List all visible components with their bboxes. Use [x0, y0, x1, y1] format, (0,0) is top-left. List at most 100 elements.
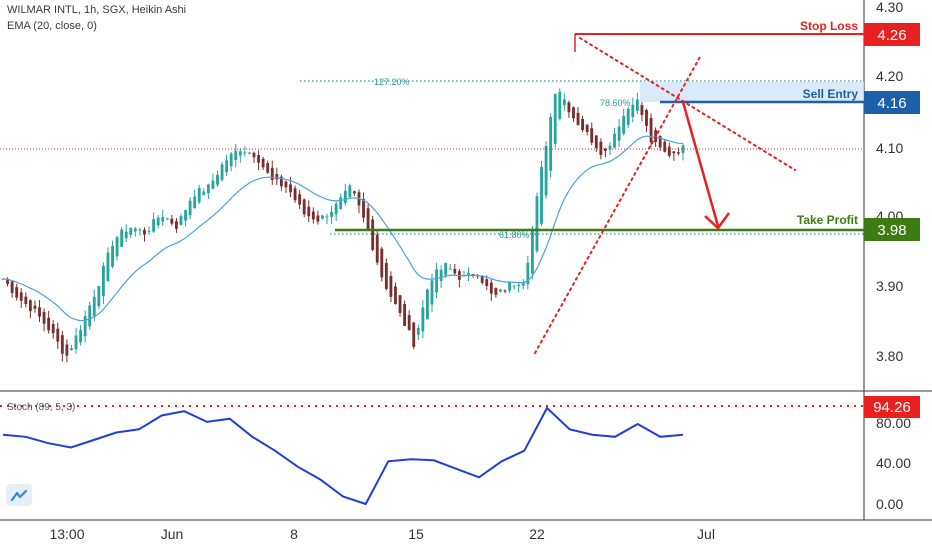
candle [184, 210, 187, 221]
candle [197, 187, 201, 203]
price-tick: 4.10 [876, 140, 903, 156]
candle [384, 263, 388, 289]
candle [170, 218, 174, 224]
candle [261, 158, 265, 168]
stoch-badge [864, 396, 920, 418]
candle [266, 163, 270, 173]
candle [279, 176, 283, 187]
candle [15, 287, 19, 298]
candle [193, 196, 197, 208]
cloud-icon [10, 489, 28, 501]
candle [175, 221, 178, 229]
candle [512, 285, 516, 287]
candle [608, 145, 612, 150]
time-tick: 8 [290, 526, 298, 542]
candle [65, 344, 69, 356]
candle [635, 99, 639, 111]
candle [553, 94, 557, 144]
candle [143, 229, 146, 235]
candle [321, 215, 324, 219]
take-profit-badge-text: 3.98 [877, 222, 906, 239]
stop-loss-badge-text: 4.26 [877, 27, 906, 44]
price-tick: 3.90 [876, 278, 903, 294]
candle [248, 152, 251, 154]
sell-entry-label: Sell Entry [803, 87, 859, 101]
sell-entry-zone[interactable] [640, 82, 864, 102]
candle [106, 252, 110, 282]
candle [681, 145, 685, 153]
candle [92, 296, 96, 316]
candle [83, 316, 87, 337]
fib-78-label: 78.60% [600, 98, 631, 108]
candle [549, 116, 553, 171]
tradingview-logo[interactable] [6, 484, 32, 506]
candle [407, 315, 411, 331]
candle [275, 173, 279, 180]
sell-entry-badge-text: 4.16 [877, 95, 906, 112]
candle [663, 141, 667, 152]
sell-entry-badge [864, 91, 920, 114]
candle [453, 268, 457, 274]
candle [316, 215, 320, 222]
candle [133, 228, 137, 232]
candle [229, 153, 233, 167]
candle [645, 110, 648, 126]
candle [42, 311, 46, 324]
ema-legend: EMA (20, close, 0) [7, 20, 97, 32]
candle [252, 152, 256, 158]
candle [243, 152, 247, 154]
candle [467, 272, 470, 276]
candle [147, 231, 151, 233]
candle [220, 164, 224, 180]
fib-61-label: 61.80% [499, 230, 530, 240]
candle [24, 296, 28, 304]
candle [70, 348, 73, 351]
candle [540, 166, 543, 224]
candle [562, 99, 566, 106]
candle [270, 167, 274, 180]
price-tick: 4.30 [876, 0, 903, 15]
candle [412, 322, 416, 347]
candle [97, 286, 101, 307]
candle [311, 211, 315, 220]
time-tick: 22 [529, 526, 545, 542]
candle [202, 191, 206, 196]
candle [6, 278, 9, 284]
candle [613, 133, 616, 148]
candle [672, 151, 676, 154]
candle [339, 197, 343, 209]
candle [375, 234, 379, 263]
candle [544, 145, 548, 196]
take-profit-badge [864, 218, 920, 241]
price-tick: 4.20 [876, 68, 903, 84]
candle [111, 245, 114, 267]
candle [156, 217, 160, 226]
candle [448, 268, 452, 270]
ascending-trendline [534, 56, 701, 354]
time-axis: 13:00 Jun 8 15 22 Jul [49, 526, 714, 542]
candle [439, 269, 443, 281]
candle [535, 196, 539, 252]
candle [503, 290, 507, 292]
candles-layer [1, 88, 685, 363]
stop-loss-badge [864, 23, 920, 46]
descending-trendline [579, 37, 796, 171]
candle [389, 275, 393, 297]
candle [257, 155, 260, 163]
candle [576, 112, 580, 125]
candle [293, 188, 297, 201]
candle [444, 262, 448, 276]
candle [225, 160, 229, 173]
stop-loss-label: Stop Loss [800, 19, 858, 33]
take-profit-label: Take Profit [797, 213, 858, 227]
candle [530, 228, 534, 274]
candle [289, 184, 292, 193]
candle [238, 151, 242, 156]
candle [138, 229, 142, 231]
candle [558, 91, 562, 119]
candle [677, 152, 680, 154]
candle [352, 191, 356, 194]
candle [129, 227, 133, 235]
stoch-label: Stoch (89, 5, 3) [7, 402, 75, 413]
